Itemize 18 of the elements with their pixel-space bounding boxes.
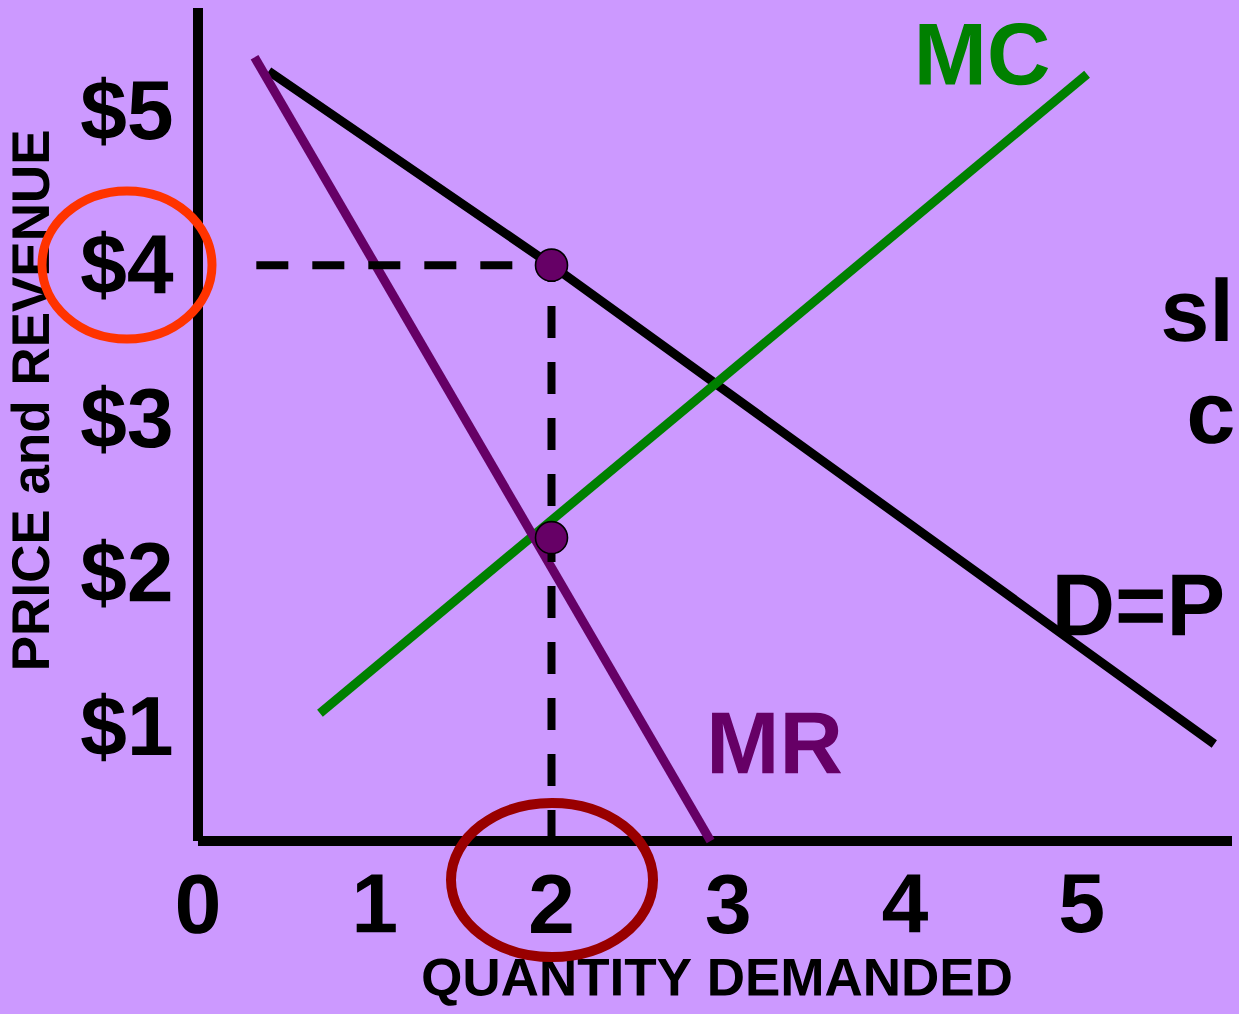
x-tick-label: 5 (1060, 874, 1103, 934)
y-tick-label: $4 (81, 230, 174, 300)
x-tick-label: 4 (882, 874, 928, 933)
y-tick-label: $3 (81, 384, 171, 454)
y-tick-label: $5 (81, 76, 172, 146)
series-label: MC (919, 23, 1049, 86)
x-tick-label: 1 (356, 874, 396, 933)
series-label: D=P (1057, 574, 1223, 636)
x-tick-label: 2 (531, 874, 572, 934)
y-axis-title: PRICE and REVENUE (10, 131, 50, 668)
x-axis-title: QUANTITY DEMANDED (423, 958, 1011, 1006)
y-tick-label: $2 (81, 538, 171, 608)
x-tick-label: 3 (706, 874, 749, 934)
y-tick-label: $1 (81, 692, 172, 762)
annotation: c (1189, 395, 1233, 444)
series-label: MR (712, 712, 842, 774)
x-tick-label: 0 (177, 874, 218, 934)
annotation: sl (1163, 277, 1228, 342)
